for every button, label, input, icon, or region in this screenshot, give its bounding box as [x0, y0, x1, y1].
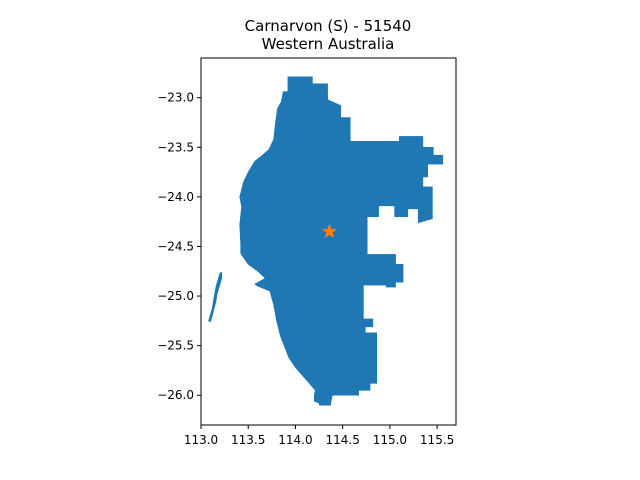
centroid-star-marker	[321, 223, 337, 238]
axes-frame	[200, 57, 457, 426]
x-tick-label: 115.5	[420, 433, 454, 447]
region-layer	[208, 76, 444, 406]
y-tick-label: −23.5	[157, 140, 194, 154]
marker-layer	[321, 223, 337, 238]
chart-title-line1: Carnarvon (S) - 51540	[245, 17, 412, 35]
shire-region-shape	[239, 76, 444, 406]
x-tick-label: 115.0	[373, 433, 407, 447]
y-tick-label: −25.5	[157, 339, 194, 353]
y-tick-label: −24.5	[157, 239, 194, 253]
x-tick-label: 113.0	[184, 433, 218, 447]
chart-title-line2: Western Australia	[262, 35, 395, 53]
x-tick-label: 114.0	[278, 433, 312, 447]
y-axis: −23.0 −23.5 −24.0 −24.5 −25.0 −25.5 −26.0	[157, 91, 201, 402]
y-tick-label: −24.0	[157, 190, 194, 204]
y-tick-label: −23.0	[157, 91, 194, 105]
x-tick-label: 113.5	[231, 433, 265, 447]
y-tick-label: −25.0	[157, 289, 194, 303]
x-axis: 113.0 113.5 114.0 114.5 115.0 115.5	[184, 425, 454, 447]
island-shape	[208, 271, 223, 323]
y-tick-label: −26.0	[157, 388, 194, 402]
x-tick-label: 114.5	[325, 433, 359, 447]
